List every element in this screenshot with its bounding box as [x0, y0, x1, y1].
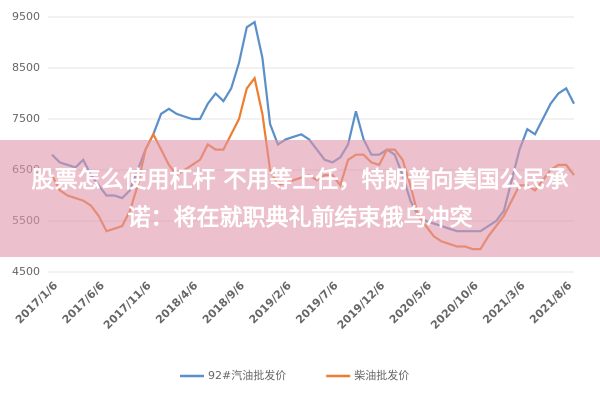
x-tick-label: 2020/10/6 [428, 279, 481, 332]
y-tick-label: 9500 [12, 10, 40, 23]
y-tick-label: 4500 [12, 265, 40, 278]
x-tick-label: 2019/7/6 [293, 279, 341, 327]
x-tick-label: 2020/5/6 [387, 279, 435, 327]
y-tick-label: 8500 [12, 61, 40, 74]
y-tick-label: 7500 [12, 112, 40, 125]
x-tick-label: 2018/9/6 [200, 279, 248, 327]
x-tick-label: 2019/12/6 [335, 279, 388, 332]
x-tick-label: 2019/2/6 [247, 279, 295, 327]
legend-label: 柴油批发价 [354, 368, 409, 382]
x-tick-label: 2017/11/6 [101, 279, 154, 332]
x-tick-label: 2017/1/6 [13, 279, 61, 327]
headline: 股票怎么使用杠杆 不用等上任，特朗普向美国公民承诺：将在就职典礼前结束俄乌冲突 [31, 166, 569, 231]
banner: 股票怎么使用杠杆 不用等上任，特朗普向美国公民承诺：将在就职典礼前结束俄乌冲突 [0, 140, 600, 257]
x-tick-label: 2018/4/6 [153, 279, 201, 327]
legend-label: 92#汽油批发价 [208, 368, 286, 382]
x-tick-label: 2017/6/6 [60, 279, 108, 327]
x-tick-label: 2021/3/6 [480, 279, 528, 327]
x-tick-label: 2021/8/6 [527, 279, 575, 327]
